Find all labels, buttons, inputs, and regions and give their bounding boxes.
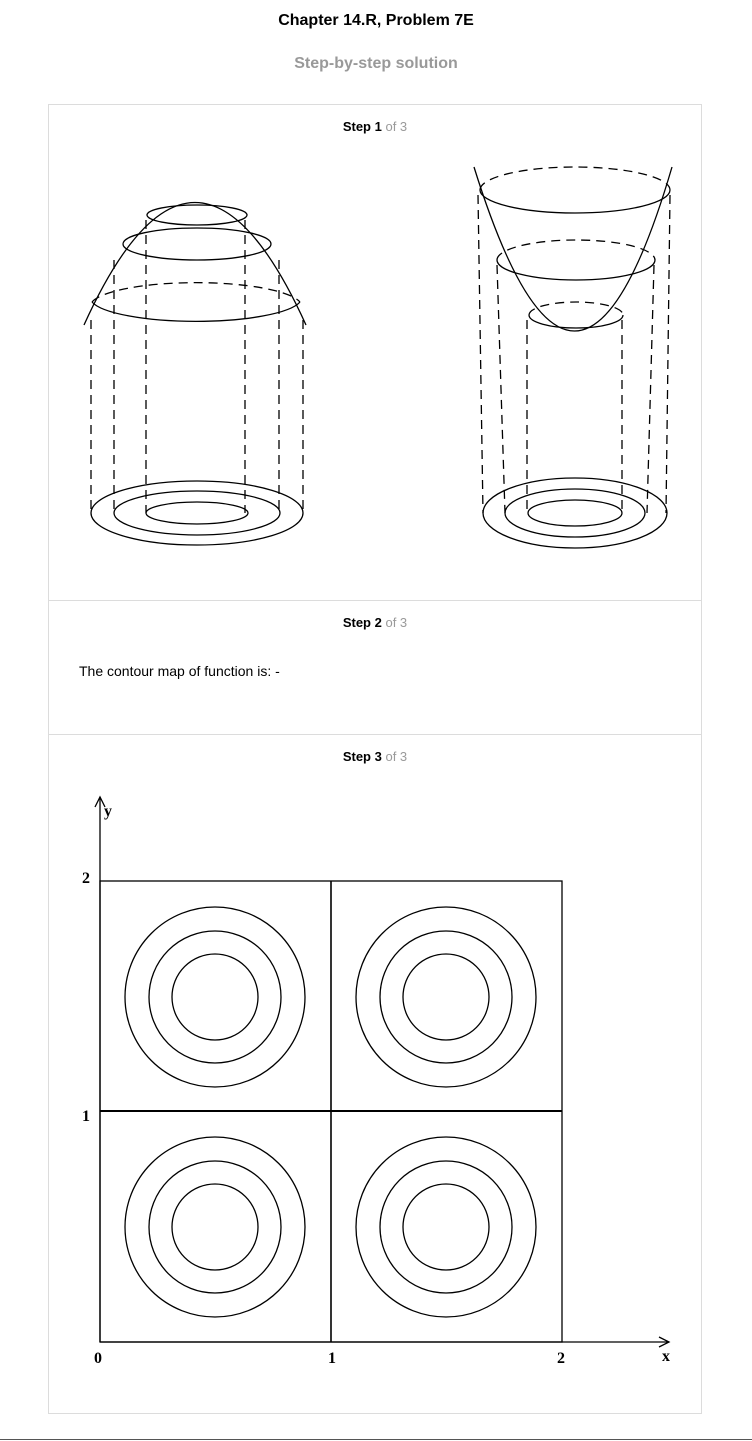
- y-axis-label: y: [104, 803, 112, 820]
- y-tick-1: 1: [82, 1108, 90, 1125]
- contour-cell-top-left: [124, 906, 306, 1088]
- contour-cell-top-right: [355, 906, 537, 1088]
- upward-paraboloid-surface: [473, 166, 673, 549]
- downward-paraboloid-surface: [83, 202, 307, 546]
- step-1-count: of 3: [385, 119, 408, 134]
- page-title: Chapter 14.R, Problem 7E: [278, 12, 474, 29]
- x-tick-1: 1: [328, 1350, 336, 1367]
- surface-level-curves-figure: [83, 166, 673, 549]
- y-tick-2: 2: [82, 870, 90, 887]
- step-2-label: Step 2: [342, 615, 382, 630]
- x-axis-arrow: [658, 1336, 671, 1348]
- y-axis-arrow: [94, 795, 106, 808]
- step-1-header: Step 1 of 3: [49, 119, 701, 134]
- step-2-header: Step 2 of 3: [49, 615, 701, 630]
- step-1-label: Step 1: [342, 119, 382, 134]
- step-3-card: Step 3 of 3: [48, 734, 702, 1414]
- step-1-card: Step 1 of 3: [48, 104, 702, 601]
- x-axis-label: x: [662, 1348, 670, 1365]
- x-tick-0: 0: [94, 1350, 102, 1367]
- step-3-count: of 3: [385, 749, 408, 764]
- contour-cell-bottom-right: [355, 1136, 537, 1318]
- contour-cell-bottom-left: [124, 1136, 306, 1318]
- x-tick-2: 2: [557, 1350, 565, 1367]
- page-subtitle: Step-by-step solution: [294, 55, 458, 72]
- step-3-label: Step 3: [342, 749, 382, 764]
- bottom-rule: [0, 1439, 752, 1440]
- step-2-count: of 3: [385, 615, 408, 630]
- step-2-text: The contour map of function is: -: [79, 663, 280, 679]
- contour-map-figure: y x 2 1 0 1 2: [82, 795, 671, 1367]
- step-2-card: Step 2 of 3 The contour map of function …: [48, 600, 702, 735]
- step-3-header: Step 3 of 3: [49, 749, 701, 764]
